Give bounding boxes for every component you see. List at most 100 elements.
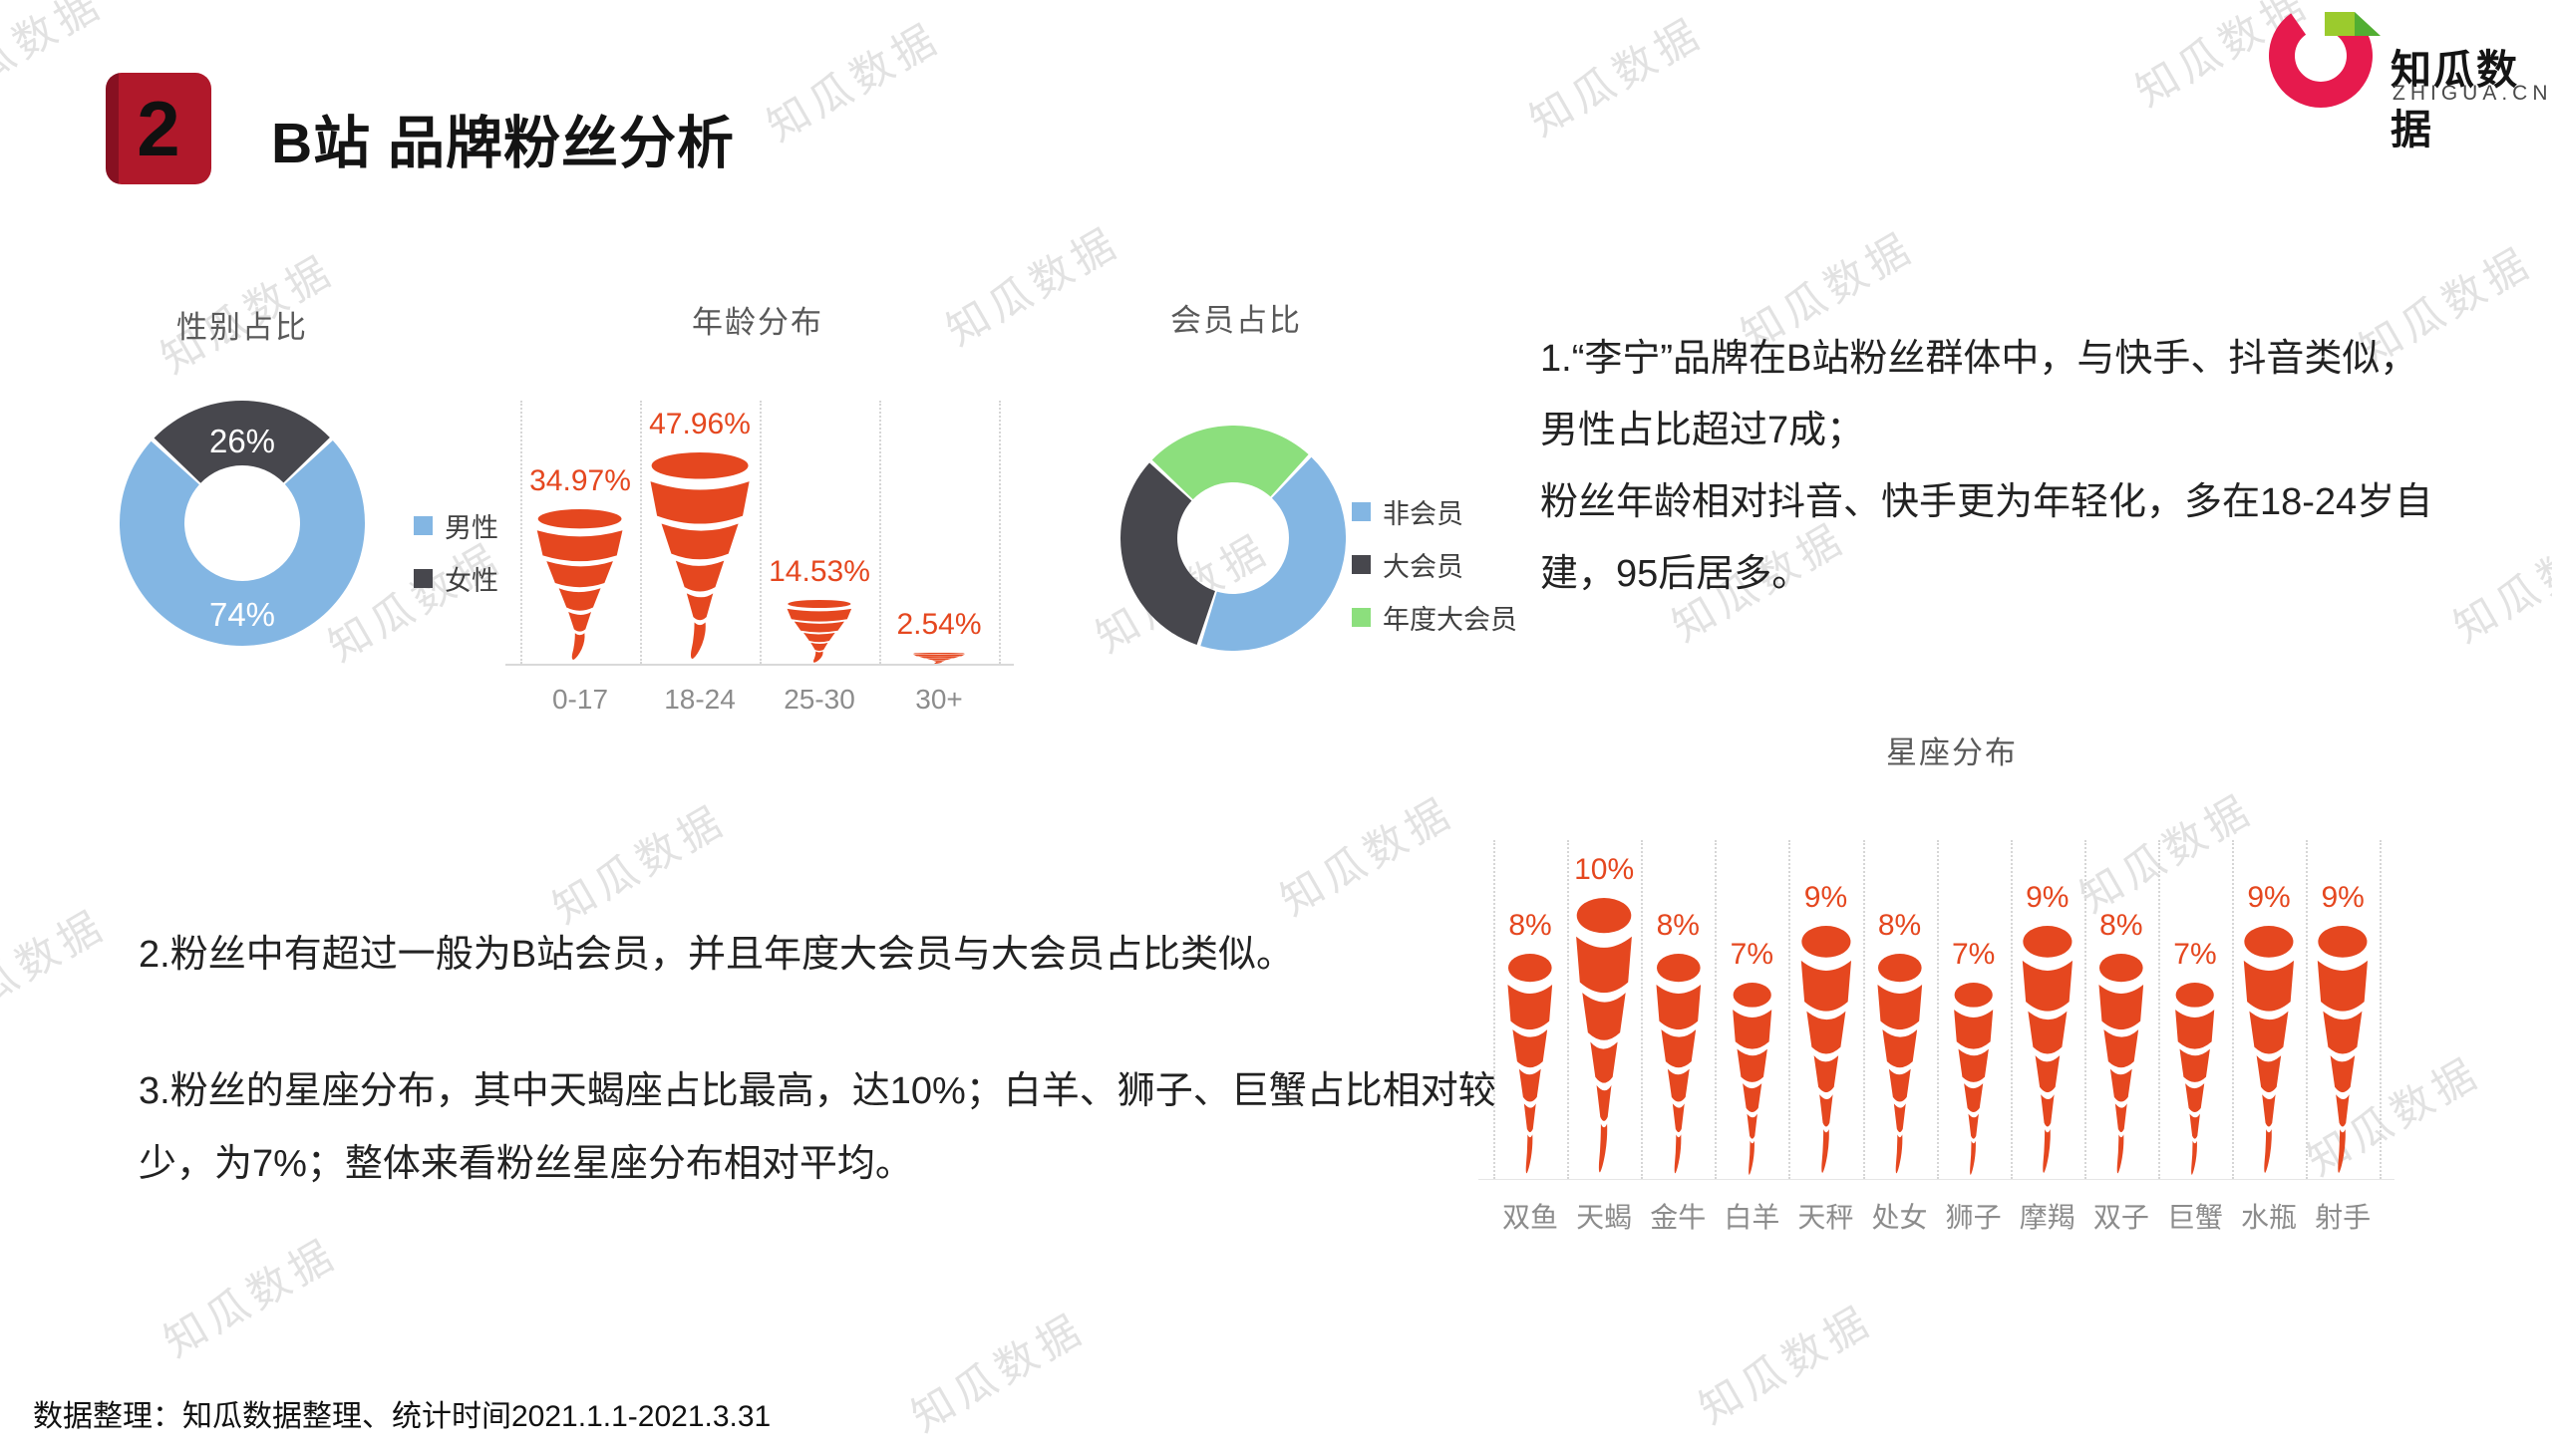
grid-line xyxy=(640,401,642,664)
insight-point-3-line-1: 3.粉丝的星座分布，其中天蝎座占比最高，达10%；白羊、狮子、巨蟹占比相对较 xyxy=(139,1070,1496,1112)
logo-green-square xyxy=(2325,12,2355,36)
logo-name: 知瓜数据 xyxy=(2391,47,2519,152)
legend-item-女性: 女性 xyxy=(414,559,498,598)
legend-label: 女性 xyxy=(445,566,498,596)
watermark-text: 知瓜数据 xyxy=(1521,8,1712,146)
gender-slice-male xyxy=(120,440,365,646)
grid-line xyxy=(2380,840,2383,1179)
grid-line xyxy=(520,401,522,664)
value-label: 9% xyxy=(2247,881,2291,915)
tornado-bar-双子 xyxy=(2098,954,2144,1174)
watermark-text: 知瓜数据 xyxy=(0,900,115,1037)
insight-point-1-line-1: 1.“李宁”品牌在B站粉丝群体中，与快手、抖音类似， xyxy=(1540,338,2418,380)
axis-baseline xyxy=(1478,1179,2395,1180)
value-label: 34.97% xyxy=(529,464,631,498)
membership-legend: 非会员 大会员 年度大会员 xyxy=(1352,492,1517,637)
category-label: 水瓶 xyxy=(2241,1202,2298,1233)
value-label: 7% xyxy=(2173,937,2217,971)
legend-item-非会员: 非会员 xyxy=(1352,492,1517,531)
value-label: 9% xyxy=(1803,881,1848,915)
membership-chart-title: 会员占比 xyxy=(1170,303,1302,338)
watermark-text: 知瓜数据 xyxy=(2445,514,2552,652)
insight-point-3: 3.粉丝的星座分布，其中天蝎座占比最高，达10%；白羊、狮子、巨蟹占比相对较 少，… xyxy=(139,1055,1496,1201)
logo-green-triangle xyxy=(2355,12,2381,36)
donut-value-label: 74% xyxy=(209,596,275,633)
watermark-text: 知瓜数据 xyxy=(759,13,949,150)
value-label: 7% xyxy=(1951,937,1996,971)
category-label: 25-30 xyxy=(784,684,855,715)
grid-line xyxy=(2157,840,2160,1179)
value-label: 14.53% xyxy=(769,554,870,588)
category-label: 18-24 xyxy=(664,684,736,715)
grid-line xyxy=(2083,840,2086,1179)
category-label: 狮子 xyxy=(1945,1202,2002,1233)
zodiac-chart-title: 星座分布 xyxy=(1886,735,2018,770)
gender-slice-female xyxy=(154,401,330,483)
legend-swatch xyxy=(1352,502,1371,521)
watermark-text: 知瓜数据 xyxy=(2299,1047,2489,1185)
category-label: 双鱼 xyxy=(1502,1202,1559,1233)
category-label: 巨蟹 xyxy=(2166,1202,2223,1233)
watermark-text: 知瓜数据 xyxy=(1272,787,1462,925)
watermark-text: 知瓜数据 xyxy=(938,217,1128,355)
gender-legend: 男性 女性 xyxy=(414,506,498,598)
value-label: 7% xyxy=(1730,937,1774,971)
membership-slice-nonmember xyxy=(1200,456,1346,651)
tornado-bar-双鱼 xyxy=(1507,954,1553,1174)
grid-line xyxy=(1641,840,1644,1179)
tornado-bar-巨蟹 xyxy=(2175,982,2215,1175)
grid-line xyxy=(999,401,1001,664)
logo-melon-arc xyxy=(2269,13,2373,108)
legend-item-男性: 男性 xyxy=(414,506,498,545)
insight-point-1: 1.“李宁”品牌在B站粉丝群体中，与快手、抖音类似， 男性占比超过7成； 粉丝年龄相… xyxy=(1540,323,2432,610)
grid-line xyxy=(1862,840,1865,1179)
gender-chart-title: 性别占比 xyxy=(176,310,308,345)
legend-label: 男性 xyxy=(445,513,498,543)
grid-line xyxy=(2306,840,2309,1179)
watermark-text: 知瓜数据 xyxy=(544,795,735,933)
category-label: 30+ xyxy=(915,684,963,715)
tornado-bar-25-30 xyxy=(787,599,852,663)
grid-line xyxy=(1493,840,1495,1179)
footer-source-note: 数据整理：知瓜数据整理、统计时间2021.1.1-2021.3.31 xyxy=(33,1400,772,1433)
value-label: 9% xyxy=(2026,881,2070,915)
category-label: 金牛 xyxy=(1650,1202,1707,1233)
value-label: 8% xyxy=(1877,909,1922,943)
page-title: B站 品牌粉丝分析 xyxy=(271,112,735,175)
value-label: 47.96% xyxy=(649,408,751,440)
insight-point-3-line-2: 少，为7%；整体来看粉丝星座分布相对平均。 xyxy=(139,1143,913,1185)
insight-point-1-line-4: 建，95后居多。 xyxy=(1540,553,1810,595)
category-label: 处女 xyxy=(1871,1202,1928,1233)
value-label: 8% xyxy=(1508,909,1552,943)
insight-point-1-line-2: 男性占比超过7成； xyxy=(1540,410,1865,451)
tornado-bar-射手 xyxy=(2318,926,2369,1173)
category-label: 白羊 xyxy=(1724,1202,1780,1233)
tornado-bar-0-17 xyxy=(537,509,623,661)
tornado-bar-白羊 xyxy=(1732,982,1771,1175)
legend-swatch xyxy=(1352,608,1371,627)
tornado-bar-狮子 xyxy=(1954,982,1994,1175)
value-label: 10% xyxy=(1574,853,1635,886)
legend-swatch xyxy=(414,516,433,535)
tornado-bar-处女 xyxy=(1877,954,1922,1174)
logo-domain: ZHIGUA.CN xyxy=(2392,82,2552,105)
category-label: 天秤 xyxy=(1797,1202,1854,1233)
tornado-bar-18-24 xyxy=(650,452,750,659)
tornado-bar-天蝎 xyxy=(1576,898,1633,1173)
legend-swatch xyxy=(414,569,433,588)
section-number: 2 xyxy=(137,84,180,172)
value-label: 9% xyxy=(2321,881,2365,915)
grid-line xyxy=(879,401,881,664)
legend-label: 非会员 xyxy=(1383,499,1463,529)
watermark-text: 知瓜数据 xyxy=(1691,1296,1881,1433)
category-label: 射手 xyxy=(2315,1202,2372,1233)
grid-line xyxy=(2010,840,2013,1179)
watermark-text: 知瓜数据 xyxy=(156,1229,346,1366)
category-label: 0-17 xyxy=(551,684,609,715)
membership-slice-annual xyxy=(1151,426,1309,500)
legend-swatch xyxy=(1352,555,1371,574)
grid-line xyxy=(1936,840,1939,1179)
grid-line xyxy=(760,401,762,664)
category-label: 摩羯 xyxy=(2019,1202,2075,1233)
donut-value-label: 26% xyxy=(209,423,275,459)
